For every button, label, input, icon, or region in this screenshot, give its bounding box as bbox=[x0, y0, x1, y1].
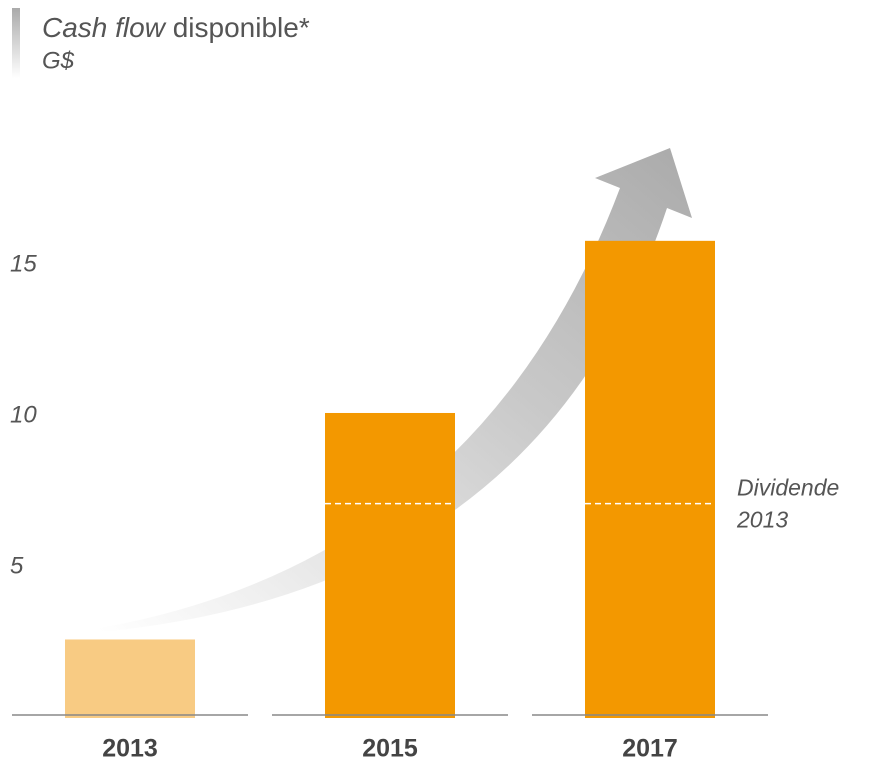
bar bbox=[325, 412, 455, 718]
x-tick-label: 2013 bbox=[102, 735, 158, 763]
y-tick-label: 10 bbox=[10, 401, 37, 428]
subtitle: G$ bbox=[42, 47, 75, 74]
title-accent bbox=[12, 8, 20, 78]
x-tick-label: 2015 bbox=[362, 735, 418, 763]
bar bbox=[585, 240, 715, 718]
bar bbox=[65, 639, 195, 718]
y-tick-label: 5 bbox=[10, 552, 24, 579]
title-emphasis: Cash flow bbox=[42, 12, 167, 43]
title-rest: disponible* bbox=[173, 12, 310, 43]
x-tick-label: 2017 bbox=[622, 735, 678, 763]
chart-title: Cash flow disponible* bbox=[42, 12, 310, 43]
annotation: Dividende bbox=[737, 475, 839, 501]
y-tick-label: 15 bbox=[10, 250, 37, 277]
annotation: 2013 bbox=[736, 507, 788, 533]
